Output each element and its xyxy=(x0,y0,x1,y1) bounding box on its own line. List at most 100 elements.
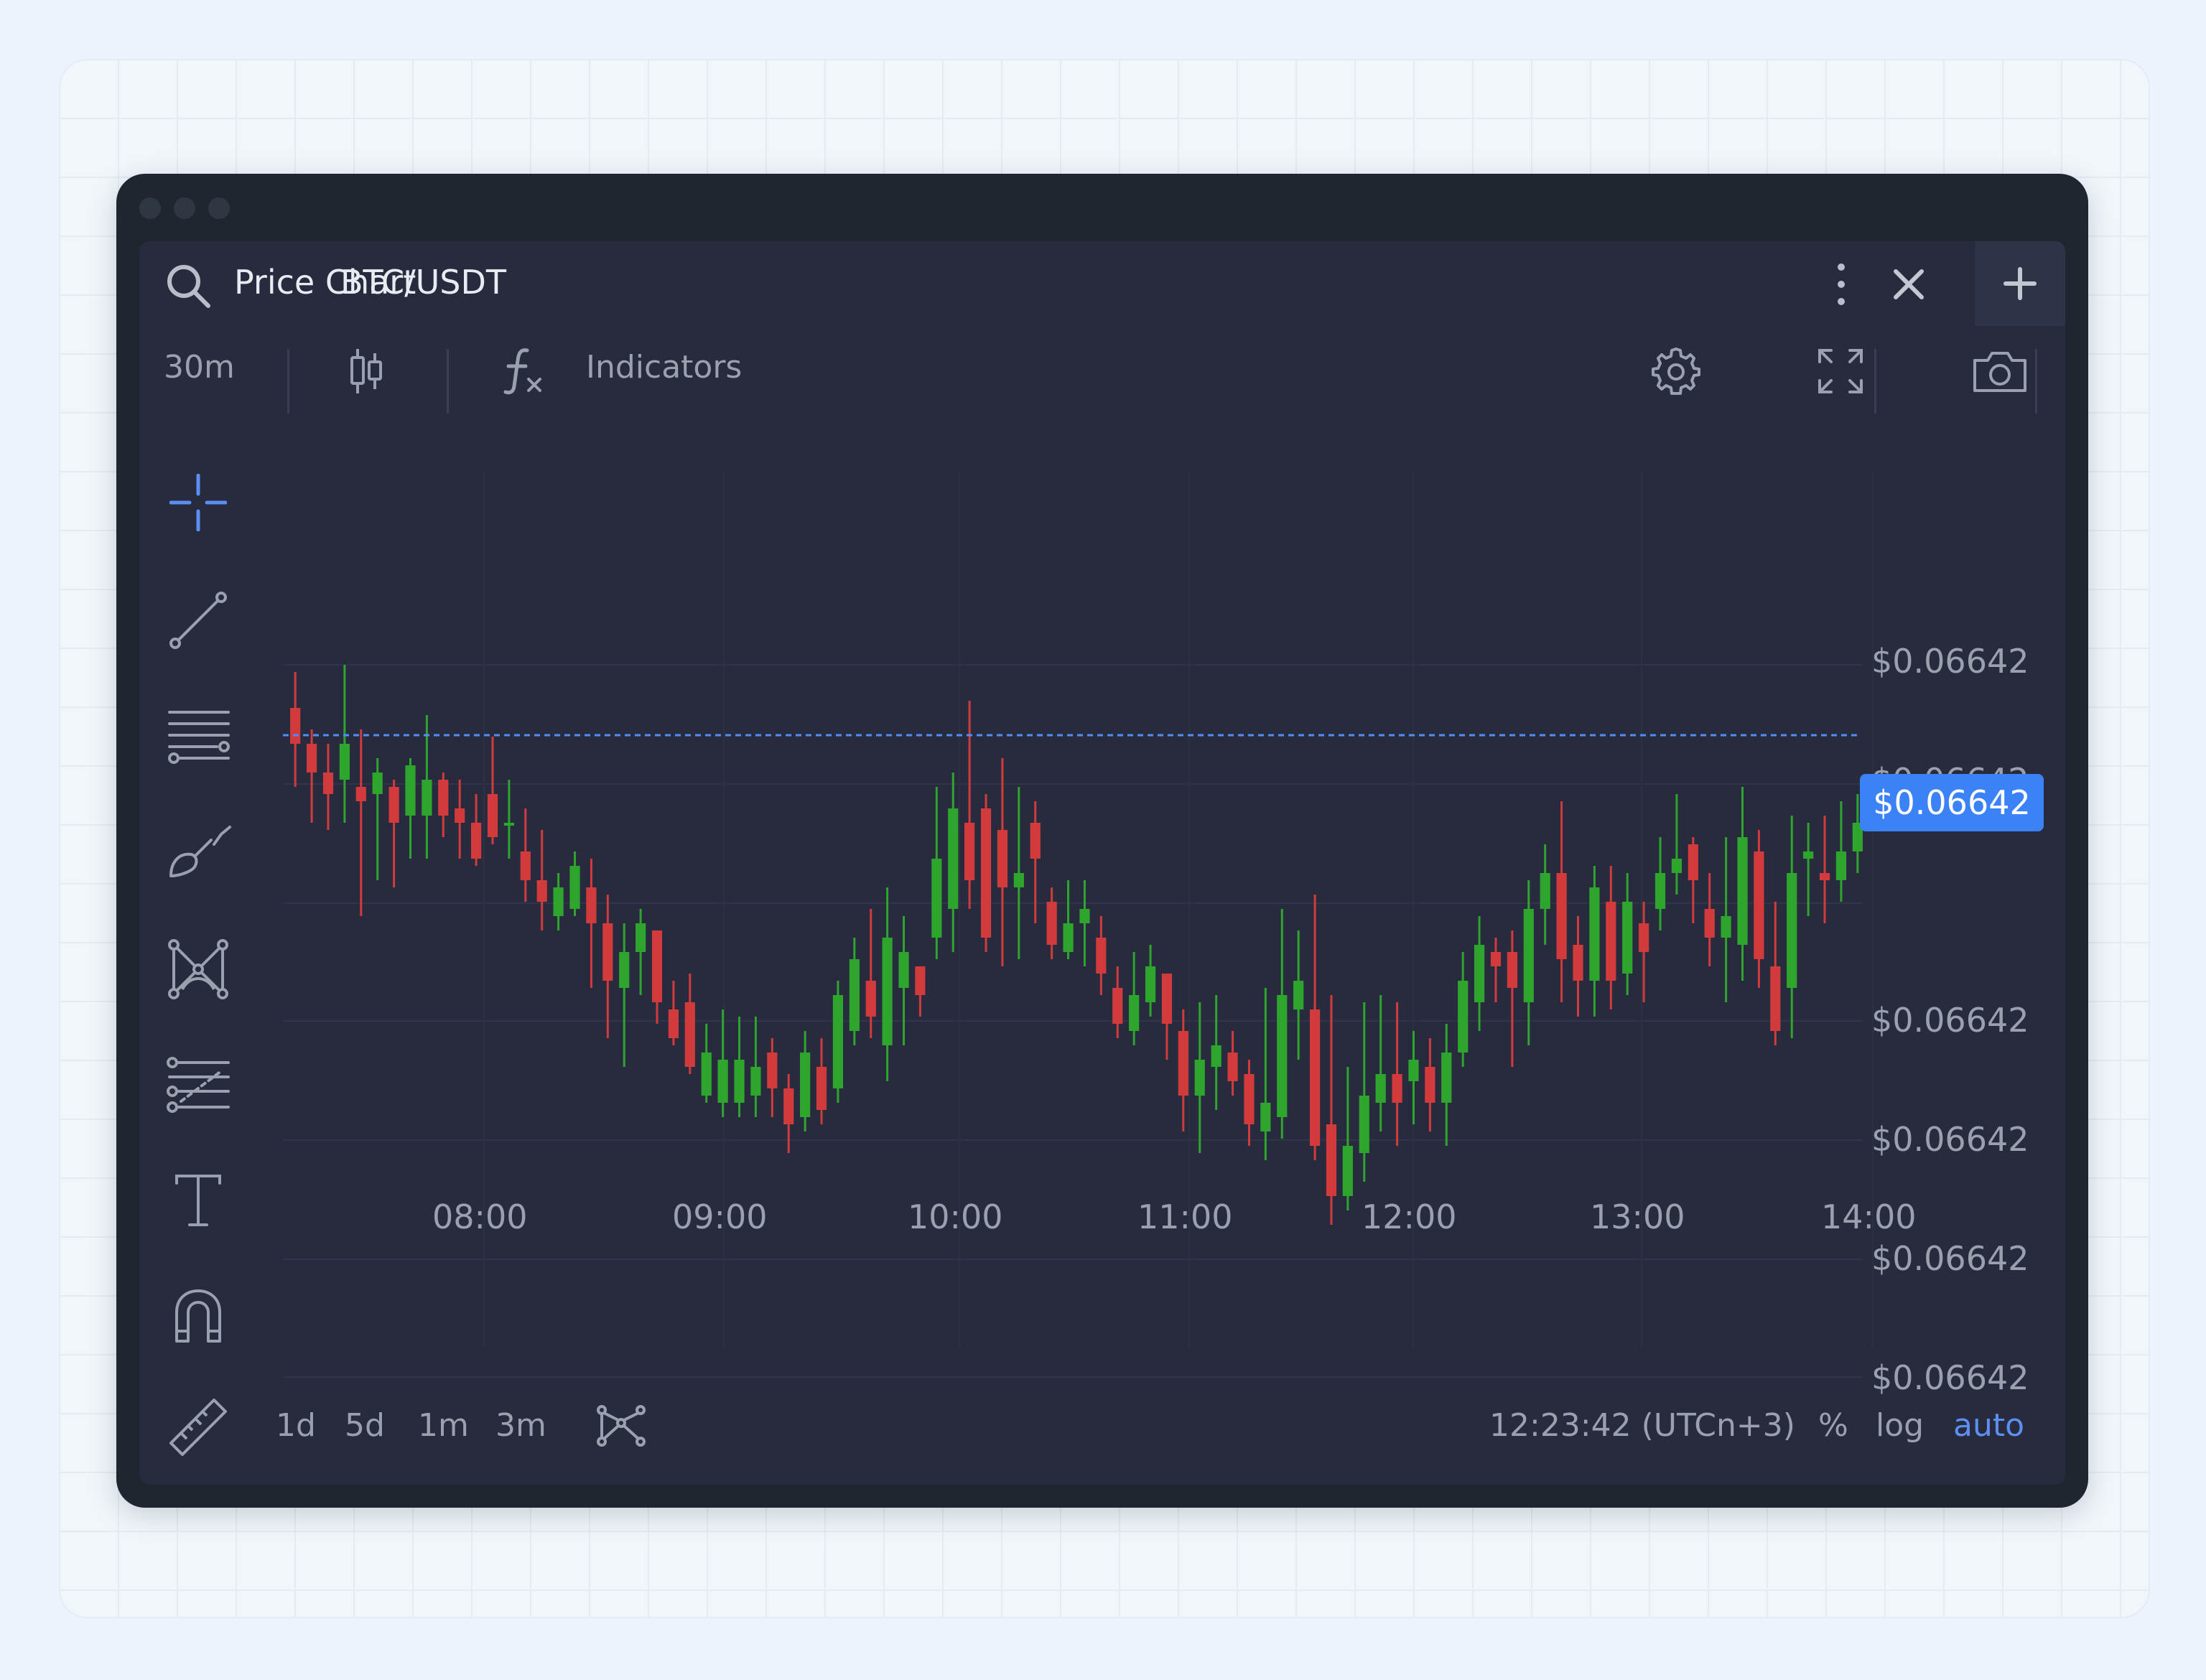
camera-icon[interactable] xyxy=(1970,349,2029,395)
candle-body xyxy=(569,866,580,909)
candle-body xyxy=(388,787,399,823)
candle-body xyxy=(636,923,646,952)
candle-body xyxy=(1079,909,1090,923)
candle-body xyxy=(1293,981,1304,1009)
price-tick-label: $0.06642 xyxy=(1871,1239,2029,1278)
candle-body xyxy=(355,787,366,801)
candle-body xyxy=(1211,1045,1221,1067)
fullscreen-icon[interactable] xyxy=(1815,346,1866,396)
candle-body xyxy=(1671,859,1683,873)
candle-body xyxy=(1326,1124,1337,1196)
percent-toggle[interactable]: % xyxy=(1818,1407,1848,1444)
close-icon[interactable] xyxy=(1891,267,1926,302)
window-dot-maximize[interactable] xyxy=(208,197,230,219)
candle-body xyxy=(1654,873,1666,909)
candle-body xyxy=(1178,1031,1188,1096)
candle-body xyxy=(684,1002,695,1067)
candle-body xyxy=(1096,938,1107,974)
candle-body xyxy=(882,938,893,1045)
range-button-1m[interactable]: 1m xyxy=(418,1407,469,1444)
candle-body xyxy=(339,744,350,780)
candle-body xyxy=(1770,966,1781,1031)
horizontal-lines-icon[interactable] xyxy=(167,706,231,764)
candle-body xyxy=(701,1053,712,1096)
candle-body xyxy=(1309,1009,1321,1146)
pattern-icon[interactable] xyxy=(168,939,228,999)
candle-body xyxy=(1737,837,1748,945)
candle-body xyxy=(783,1088,794,1124)
candle-body xyxy=(1013,873,1024,887)
candle-body xyxy=(931,859,942,938)
candle-body xyxy=(1523,909,1534,1002)
compare-icon[interactable] xyxy=(596,1404,646,1447)
candle-body xyxy=(1063,923,1074,952)
candle-body xyxy=(586,887,597,923)
time-tick-label: 08:00 xyxy=(432,1198,528,1236)
candle-body xyxy=(536,880,547,902)
window-dot-close[interactable] xyxy=(139,197,161,219)
window-dot-minimize[interactable] xyxy=(174,197,195,219)
candle-body xyxy=(1277,995,1288,1117)
candle-body xyxy=(717,1060,728,1103)
candle-body xyxy=(1540,873,1550,909)
candle-body xyxy=(1129,995,1140,1031)
time-tick-label: 12:00 xyxy=(1362,1198,1457,1236)
candle-body xyxy=(1803,851,1814,859)
price-tick-label: $0.06642 xyxy=(1871,1120,2029,1159)
candle-body xyxy=(503,823,514,826)
candle-body xyxy=(767,1053,778,1088)
candles-icon[interactable] xyxy=(346,347,386,395)
candle-body xyxy=(405,765,416,816)
candle-body xyxy=(1046,902,1057,945)
candle-body xyxy=(750,1067,761,1096)
candle-body xyxy=(372,773,383,794)
log-toggle[interactable]: log xyxy=(1876,1407,1925,1444)
time-tick-label: 13:00 xyxy=(1590,1198,1685,1236)
chart-header: Price Chart BTC/USDT xyxy=(139,241,2065,326)
ruler-icon[interactable] xyxy=(168,1397,228,1457)
candle-body xyxy=(1030,823,1041,859)
interval-selector[interactable]: 30m xyxy=(164,349,235,386)
candlestick-chart[interactable] xyxy=(139,241,2065,1485)
candle-body xyxy=(1606,902,1616,981)
magnet-icon[interactable] xyxy=(172,1287,224,1344)
candle-body xyxy=(651,930,663,1002)
time-tick-label: 11:00 xyxy=(1137,1198,1233,1236)
candle-body xyxy=(1490,952,1502,966)
candle-body xyxy=(487,794,498,837)
candle-body xyxy=(980,808,992,938)
candle-body xyxy=(1819,873,1830,880)
candle-body xyxy=(849,959,860,1031)
plus-icon xyxy=(2003,266,2037,301)
candle-body xyxy=(1408,1060,1419,1081)
price-tick-label: $0.06642 xyxy=(1871,1358,2029,1397)
toolbar-divider xyxy=(2035,349,2037,414)
candle-body xyxy=(553,887,564,916)
search-icon[interactable] xyxy=(164,261,215,313)
more-vertical-icon[interactable] xyxy=(1827,261,1856,307)
trend-line-icon[interactable] xyxy=(169,592,227,649)
fib-levels-icon[interactable] xyxy=(167,1057,231,1114)
candle-body xyxy=(1392,1074,1402,1103)
candle-body xyxy=(800,1053,811,1117)
symbol-selector[interactable]: BTC/USDT xyxy=(340,263,506,302)
settings-gear-icon[interactable] xyxy=(1649,345,1703,399)
current-price-badge: $0.06642 xyxy=(1860,774,2044,831)
auto-toggle[interactable]: auto xyxy=(1953,1407,2025,1444)
candle-body xyxy=(520,851,531,880)
candle-body xyxy=(734,1060,745,1103)
candle-body xyxy=(1474,945,1485,1002)
toolbar-divider xyxy=(1874,349,1876,414)
range-button-3m[interactable]: 3m xyxy=(495,1407,546,1444)
text-icon[interactable] xyxy=(172,1172,224,1229)
price-tick-label: $0.06642 xyxy=(1871,642,2029,681)
candle-body xyxy=(422,780,432,816)
crosshair-icon[interactable] xyxy=(169,474,227,531)
range-button-5d[interactable]: 5d xyxy=(345,1407,385,1444)
candle-body xyxy=(832,995,844,1088)
time-tick-label: 09:00 xyxy=(672,1198,768,1236)
candle-body xyxy=(1754,851,1764,959)
range-button-1d[interactable]: 1d xyxy=(276,1407,316,1444)
brush-icon[interactable] xyxy=(167,824,231,882)
add-chart-button[interactable] xyxy=(1975,241,2065,326)
